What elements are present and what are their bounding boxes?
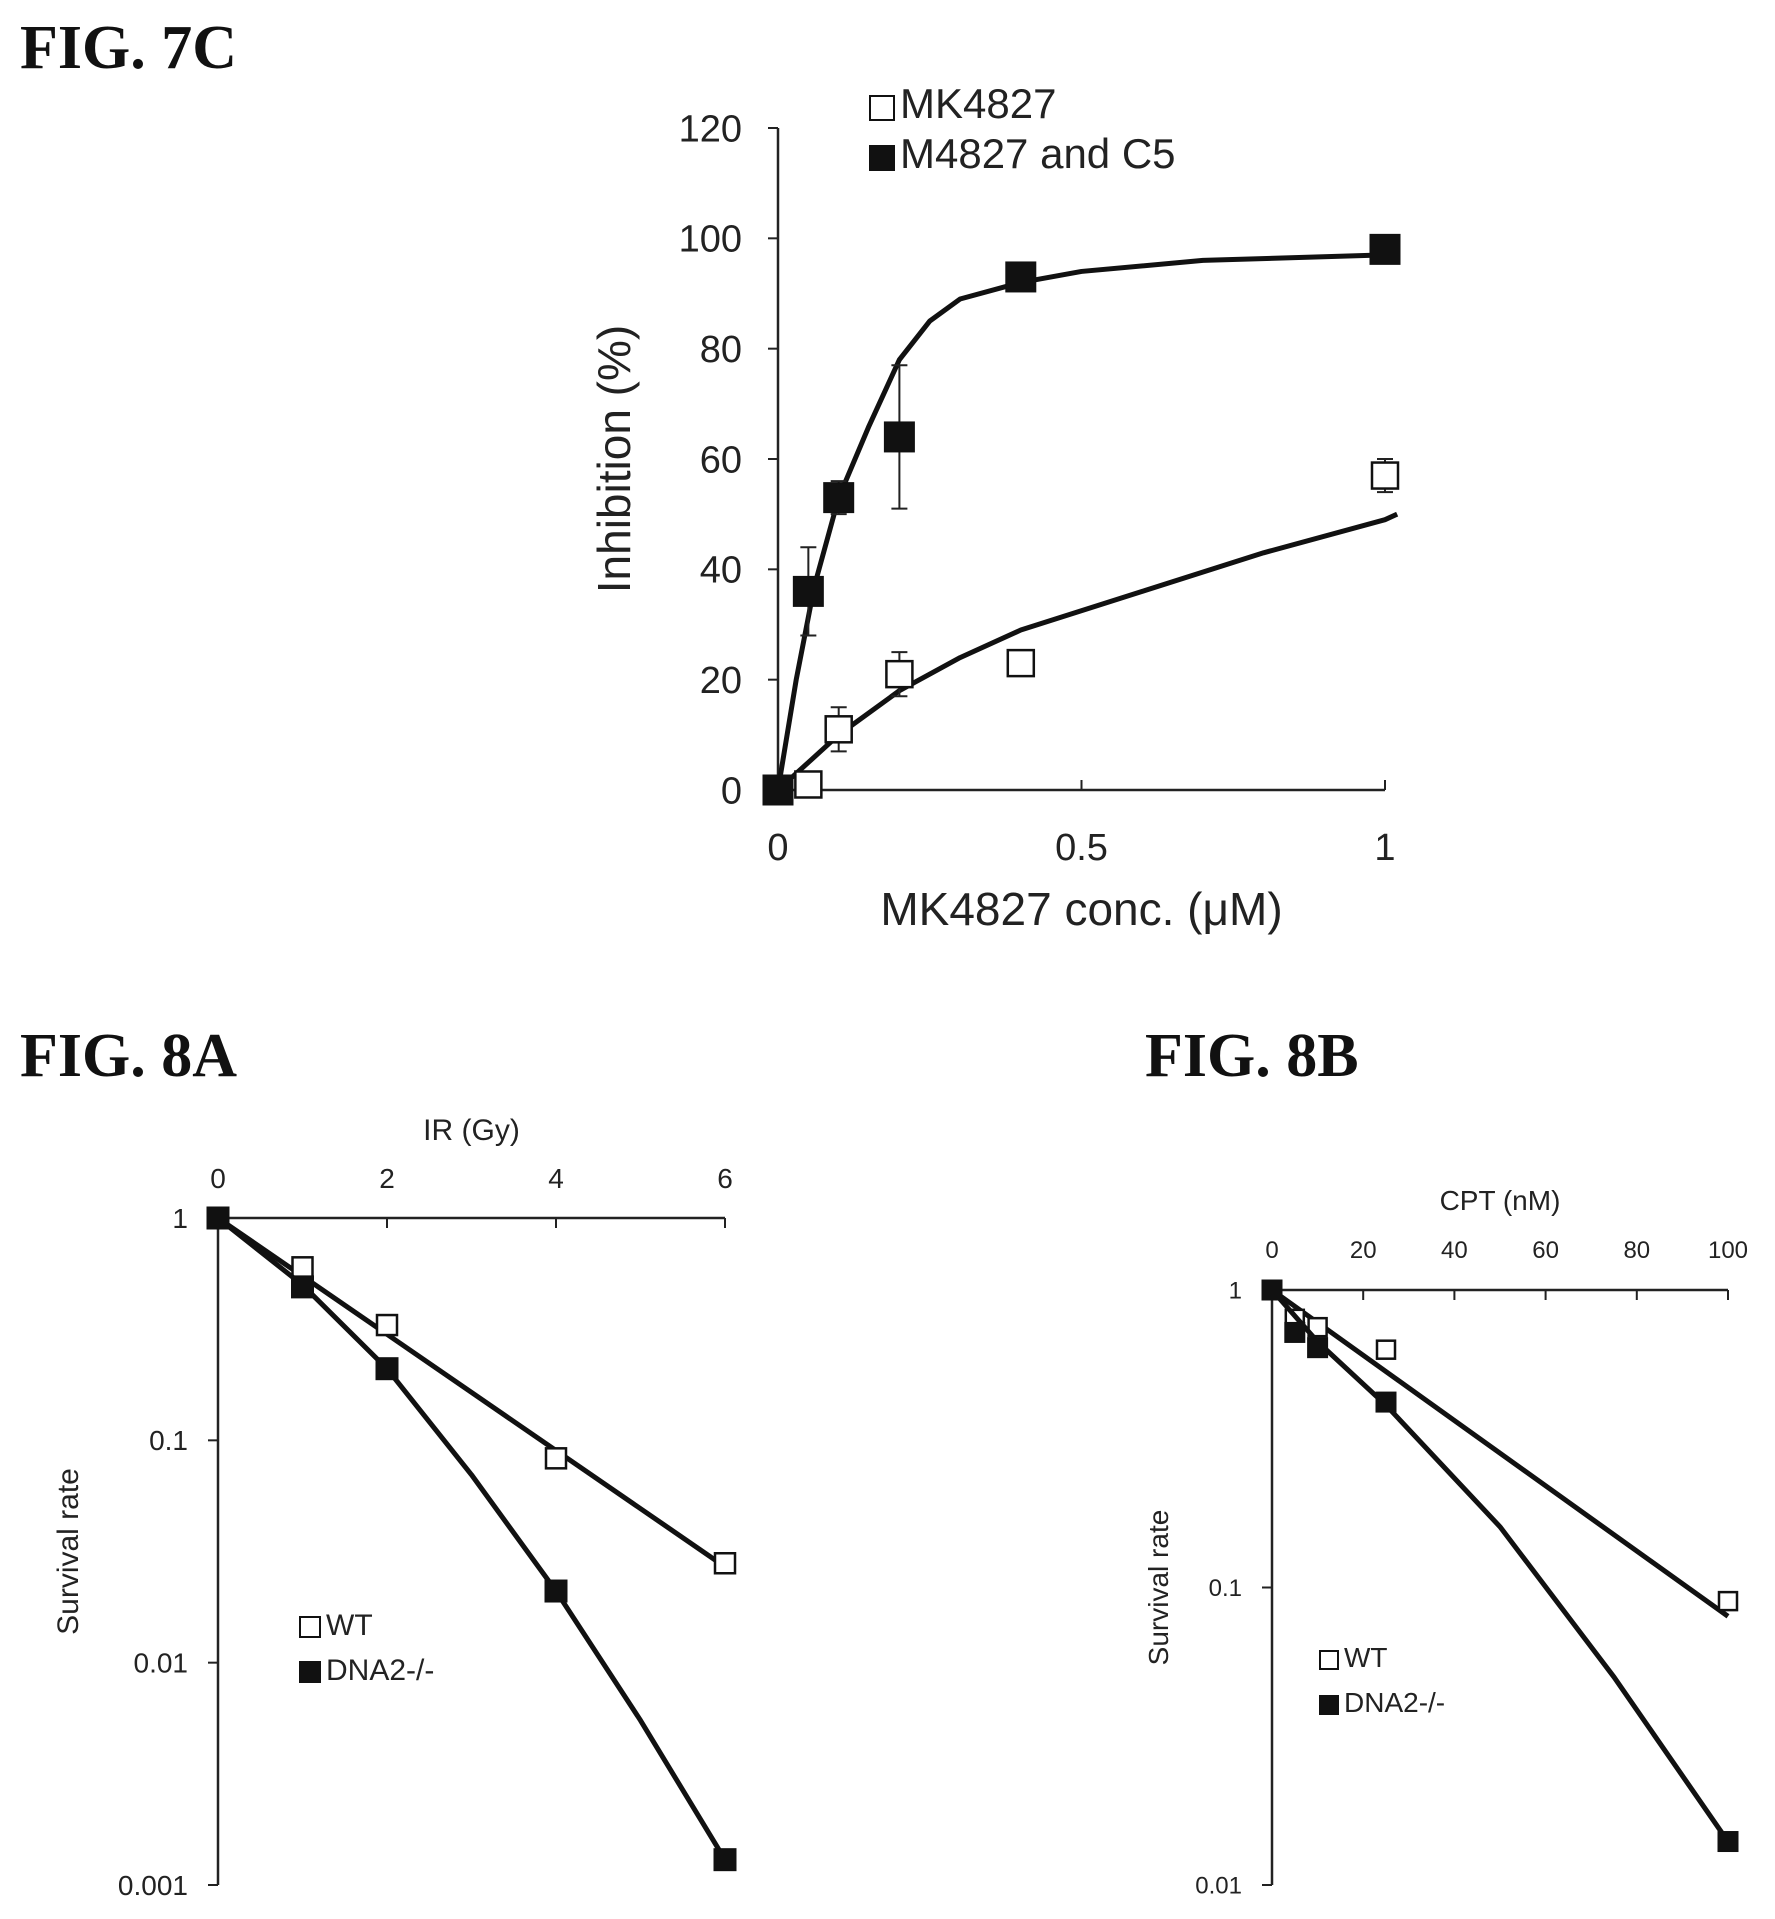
- y-tick-label: 1: [172, 1203, 188, 1234]
- x-axis-label: IR (Gy): [423, 1114, 520, 1147]
- legend-label: WT: [1344, 1642, 1388, 1673]
- y-tick-label: 1: [1229, 1277, 1242, 1304]
- x-axis-label: MK4827 conc. (μM): [880, 883, 1282, 935]
- data-point-filled: [1005, 261, 1037, 293]
- legend-swatch-open: [869, 95, 895, 121]
- data-point-open: [1307, 1316, 1328, 1338]
- legend-swatch-open: [1319, 1650, 1339, 1670]
- legend-label: WT: [326, 1609, 373, 1642]
- y-tick-label: 40: [700, 550, 742, 592]
- data-point-filled: [1375, 1391, 1397, 1413]
- legend-swatch-filled: [299, 1661, 321, 1683]
- data-point-filled: [883, 421, 915, 453]
- data-point-filled: [792, 575, 824, 607]
- fig-7c-label: FIG. 7C: [20, 14, 237, 82]
- x-tick-label: 6: [717, 1163, 733, 1194]
- data-point-filled: [823, 482, 855, 514]
- y-tick-label: 0.001: [118, 1870, 188, 1901]
- data-point-open: [1375, 1339, 1397, 1360]
- legend-label: MK4827: [900, 80, 1056, 127]
- y-tick-label: 100: [679, 219, 742, 261]
- fit-curve-filled: [216, 1216, 728, 1861]
- data-point-open: [713, 1551, 737, 1575]
- y-tick-label: 120: [679, 108, 742, 150]
- data-point-open: [291, 1256, 314, 1279]
- y-tick-label: 60: [700, 439, 742, 481]
- legend-swatch-filled: [869, 145, 895, 171]
- fig-8b-label: FIG. 8B: [1145, 1022, 1359, 1090]
- legend-label: DNA2-/-: [1344, 1687, 1445, 1718]
- x-tick-label: 0.5: [1055, 827, 1108, 869]
- x-tick-label: 0: [1265, 1237, 1278, 1264]
- y-axis-label: Inhibition (%): [588, 325, 640, 593]
- x-tick-label: 1: [1374, 827, 1395, 869]
- x-tick-label: 80: [1623, 1237, 1650, 1264]
- inhibition-chart: 0 0.5 1 0 20 40 60 80 100 120 MK4827 conc. (μM) Inh…: [588, 80, 1401, 935]
- x-tick-label: 20: [1350, 1237, 1377, 1264]
- x-tick-label: 0: [767, 827, 788, 869]
- data-point-filled: [1369, 233, 1401, 265]
- x-tick-label: 40: [1441, 1237, 1468, 1264]
- y-tick-label: 0.01: [134, 1647, 189, 1678]
- ir-survival-chart: 0 2 4 6 0.001 0.01 0.1 1 IR (Gy) Survival rate WT D…: [52, 1114, 737, 1901]
- x-tick-label: 0: [210, 1163, 226, 1194]
- fig-8a-label: FIG. 8A: [20, 1022, 237, 1090]
- y-tick-label: 0.1: [149, 1425, 188, 1456]
- y-tick-label: 0.01: [1195, 1872, 1242, 1899]
- data-point-filled: [544, 1579, 568, 1603]
- x-tick-label: 60: [1532, 1237, 1559, 1264]
- fit-curve-open: [1270, 1287, 1730, 1619]
- y-tick-label: 0: [721, 770, 742, 812]
- legend-swatch-filled: [1319, 1695, 1339, 1715]
- y-tick-label: 0.1: [1209, 1575, 1242, 1602]
- legend-swatch-open: [299, 1616, 321, 1638]
- x-tick-label: 100: [1708, 1237, 1748, 1264]
- data-point-open: [1717, 1590, 1739, 1612]
- x-tick-label: 4: [548, 1163, 564, 1194]
- x-tick-label: 2: [379, 1163, 395, 1194]
- cpt-survival-chart: 0 20 40 60 80 100 0.01 0.1 1 CPT (nM) Survival rat…: [1143, 1185, 1748, 1899]
- fit-curve-filled: [1270, 1288, 1731, 1843]
- data-point-filled: [713, 1848, 737, 1872]
- data-point-filled: [762, 774, 794, 806]
- fit-curve-open: [776, 511, 1399, 792]
- data-point-open: [1370, 461, 1400, 490]
- data-point-filled: [1307, 1337, 1329, 1359]
- data-point-filled: [1717, 1831, 1739, 1853]
- x-axis-label: CPT (nM): [1440, 1185, 1561, 1216]
- y-tick-label: 80: [700, 329, 742, 371]
- data-point-open: [544, 1447, 568, 1470]
- data-point-filled: [206, 1206, 230, 1230]
- y-tick-label: 20: [700, 660, 742, 702]
- data-point-filled: [291, 1275, 314, 1299]
- data-point-open: [375, 1313, 399, 1337]
- legend-label: DNA2-/-: [326, 1654, 434, 1687]
- y-axis-label: Survival rate: [52, 1468, 85, 1635]
- legend-label: M4827 and C5: [900, 130, 1176, 177]
- data-point-filled: [1261, 1279, 1283, 1301]
- data-point-open: [1006, 648, 1036, 678]
- data-point-filled: [1284, 1321, 1306, 1343]
- y-axis-label: Survival rate: [1143, 1510, 1174, 1666]
- data-point-open: [794, 770, 823, 799]
- data-point-open: [885, 659, 914, 689]
- data-point-open: [824, 715, 853, 744]
- data-point-filled: [375, 1357, 399, 1381]
